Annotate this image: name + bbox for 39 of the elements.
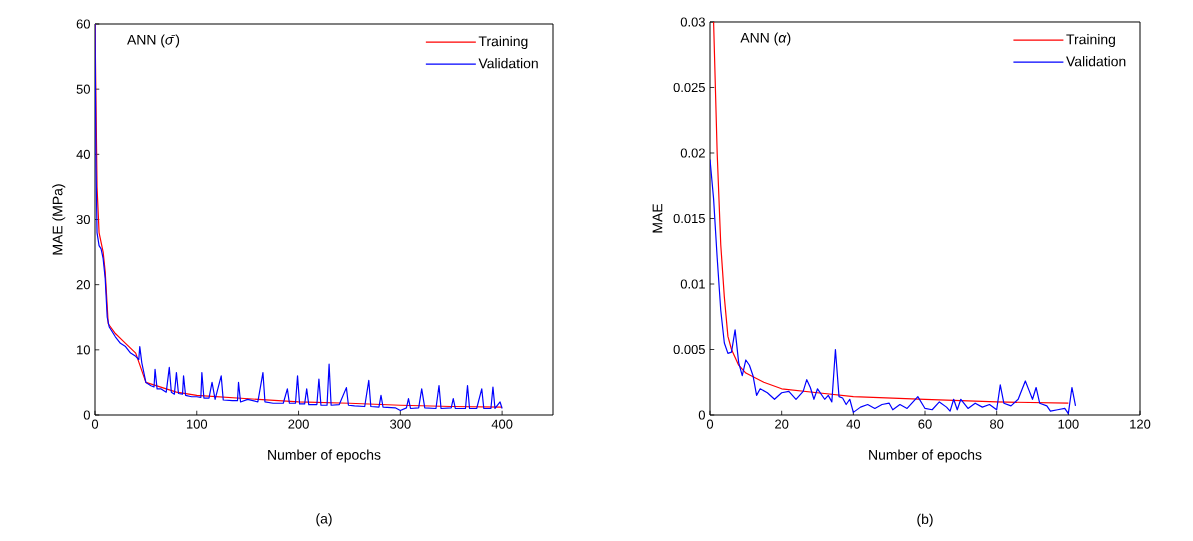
- annotation: ANN (σ̄): [127, 34, 180, 48]
- y-tick-label: 0: [83, 410, 90, 420]
- annotation: ANN (α): [740, 32, 791, 46]
- x-tick-label: 0: [706, 419, 714, 429]
- x-tick-label: 100: [186, 419, 208, 429]
- y-tick-label: 0.01: [680, 279, 705, 289]
- y-tick-label: 0.02: [680, 148, 705, 158]
- x-axis-title: Number of epochs: [268, 449, 381, 463]
- legend-label: Validation: [478, 58, 538, 69]
- y-tick-label: 0.03: [680, 17, 705, 27]
- y-tick-label: 0.015: [673, 213, 705, 224]
- y-tick-label: 30: [76, 214, 90, 225]
- x-tick-label: 120: [1130, 419, 1151, 429]
- y-tick-label: 60: [76, 19, 90, 29]
- y-tick-label: 0.005: [673, 344, 705, 355]
- text: (a): [316, 513, 332, 527]
- legend-label: Validation: [1066, 56, 1126, 67]
- y-tick-label: 40: [76, 149, 90, 159]
- x-tick-label: 0: [91, 419, 99, 429]
- y-tick-label: 0.025: [673, 82, 705, 93]
- y-axis-title: MAE: [652, 203, 663, 233]
- legend-label: Training: [478, 36, 528, 49]
- x-tick-label: 80: [990, 419, 1004, 429]
- y-tick-label: 0: [698, 410, 705, 420]
- x-tick-label: 200: [288, 419, 309, 429]
- x-tick-label: 400: [491, 419, 513, 429]
- x-tick-label: 60: [918, 419, 932, 429]
- y-axis-title: MAE (MPa): [52, 184, 66, 255]
- text: (b): [917, 513, 933, 527]
- x-tick-label: 40: [846, 419, 861, 429]
- x-axis-title: Number of epochs: [869, 449, 982, 463]
- y-tick-label: 50: [76, 84, 90, 94]
- x-tick-label: 20: [775, 419, 789, 429]
- line-series: [710, 158, 1077, 415]
- y-tick-label: 20: [76, 280, 90, 290]
- y-tick-label: 10: [77, 345, 90, 355]
- legend-label: Training: [1066, 34, 1115, 48]
- x-tick-label: 300: [390, 419, 411, 429]
- x-tick-label: 100: [1058, 419, 1079, 429]
